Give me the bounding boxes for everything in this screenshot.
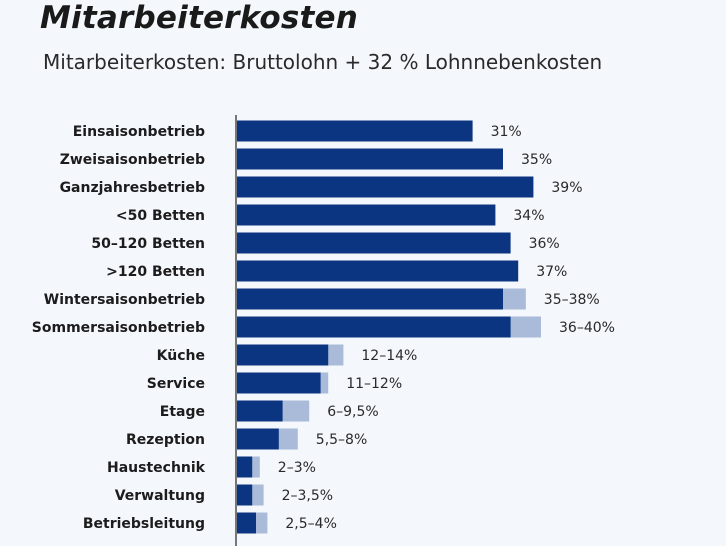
data-label: 39% xyxy=(551,180,582,196)
data-label: 35% xyxy=(521,152,552,168)
category-label: Zweisaisonbetrieb xyxy=(60,152,205,168)
category-label: Service xyxy=(147,376,205,392)
data-label: 36–40% xyxy=(559,320,615,336)
data-label: 36% xyxy=(529,236,560,252)
bar-min xyxy=(237,372,321,394)
bar-min xyxy=(237,120,473,142)
category-label: Wintersaisonbetrieb xyxy=(44,292,205,308)
category-label: Etage xyxy=(160,404,205,420)
data-label: 5,5–8% xyxy=(316,432,367,448)
bar-min xyxy=(237,512,256,534)
category-label: >120 Betten xyxy=(106,264,205,280)
category-label: Küche xyxy=(157,348,205,364)
category-label: Einsaisonbetrieb xyxy=(73,124,205,140)
category-label: Ganzjahresbetrieb xyxy=(60,180,205,196)
page-subtitle: Mitarbeiterkosten: Bruttolohn + 32 % Loh… xyxy=(43,50,603,74)
bar-min xyxy=(237,232,511,254)
bar-min xyxy=(237,288,503,310)
bar-min xyxy=(237,260,519,282)
data-label: 2–3% xyxy=(278,460,316,476)
category-label: Haustechnik xyxy=(107,460,206,476)
category-label: Verwaltung xyxy=(115,488,205,504)
bar-min xyxy=(237,316,511,338)
category-label: Sommersaisonbetrieb xyxy=(32,320,205,336)
data-label: 6–9,5% xyxy=(327,404,378,420)
category-label: <50 Betten xyxy=(116,208,205,224)
bar-min xyxy=(237,148,503,170)
category-label: 50–120 Betten xyxy=(91,236,205,252)
category-label: Betriebsleitung xyxy=(83,516,205,532)
data-label: 34% xyxy=(513,208,544,224)
bar-min xyxy=(237,428,279,450)
bar-min xyxy=(237,176,534,198)
data-label: 11–12% xyxy=(346,376,402,392)
bar-min xyxy=(237,484,253,506)
bar-min xyxy=(237,204,496,226)
data-label: 2–3,5% xyxy=(282,488,333,504)
data-label: 37% xyxy=(536,264,567,280)
bar-min xyxy=(237,344,329,366)
data-label: 31% xyxy=(491,124,522,140)
data-label: 12–14% xyxy=(361,348,417,364)
data-label: 2,5–4% xyxy=(285,516,336,532)
bar-min xyxy=(237,400,283,422)
bar-min xyxy=(237,456,253,478)
data-label: 35–38% xyxy=(544,292,600,308)
page-title: Mitarbeiterkosten xyxy=(40,0,359,36)
category-label: Rezeption xyxy=(126,432,205,448)
